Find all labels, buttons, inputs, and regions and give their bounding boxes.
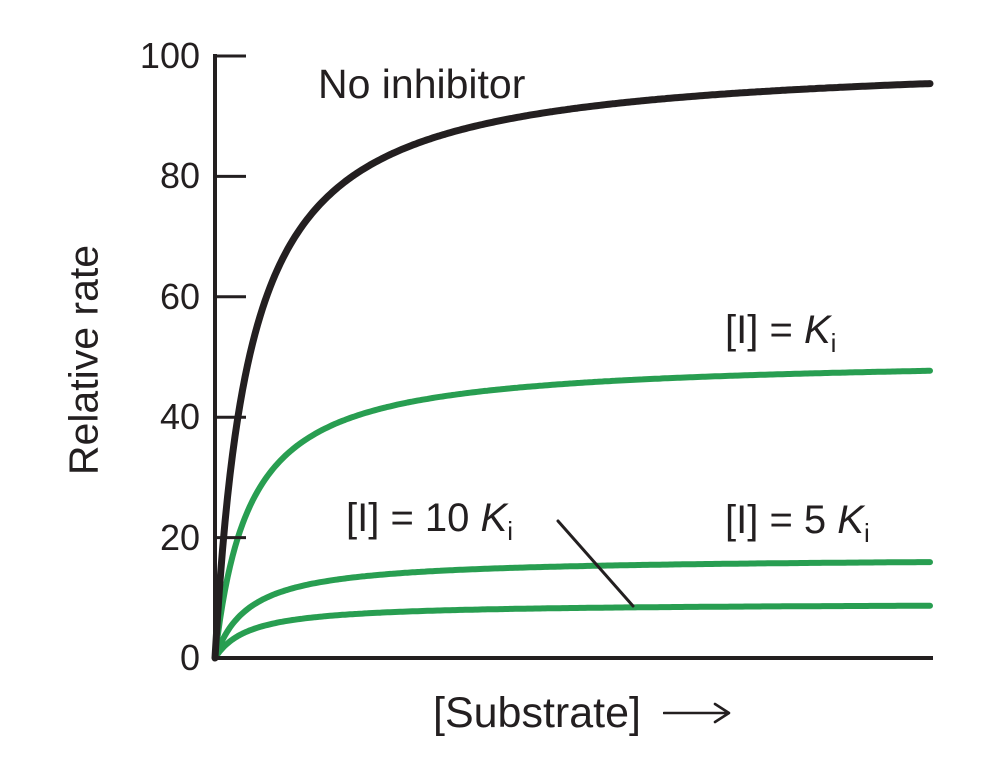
ki-subscript: i <box>507 516 513 546</box>
x-axis-title-row: [Substrate] <box>433 690 741 736</box>
ki-symbol: K <box>480 496 508 540</box>
curve-label-ki: [I] = Ki <box>725 308 836 356</box>
leader-line-10ki <box>556 519 635 608</box>
plot-area <box>211 54 934 662</box>
curve-label-5ki: [I] = 5 Ki <box>725 498 870 546</box>
curve-label-10ki: [I] = 10 Ki <box>346 496 513 544</box>
y-tick-label-20: 20 <box>159 517 200 558</box>
curve-i-10-ki <box>212 602 933 661</box>
y-tick-label-40: 40 <box>159 396 200 437</box>
curve-no-inhibitor <box>211 80 934 662</box>
y-tick-label-80: 80 <box>159 155 200 196</box>
y-tick-label-60: 60 <box>159 276 200 317</box>
ki-subscript: i <box>863 518 870 548</box>
ki-symbol: K <box>803 308 831 352</box>
right-arrow-icon <box>662 702 731 724</box>
curve-label-no-inhibitor: No inhibitor <box>318 61 526 107</box>
axis-frame <box>213 54 933 660</box>
ki-symbol: K <box>837 498 864 542</box>
curve-label-ki-prefix: [I] = <box>725 308 804 352</box>
curve-label-10ki-prefix: [I] = 10 <box>346 496 481 540</box>
x-axis-title: [Substrate] <box>433 689 641 737</box>
curve-label-5ki-prefix: [I] = 5 <box>725 498 838 542</box>
y-tick-label-0: 0 <box>179 637 200 678</box>
curve-i-ki <box>212 367 933 661</box>
curve-i-5-ki <box>212 559 933 661</box>
ki-subscript: i <box>830 328 837 358</box>
y-tick-label-100: 100 <box>139 35 200 76</box>
